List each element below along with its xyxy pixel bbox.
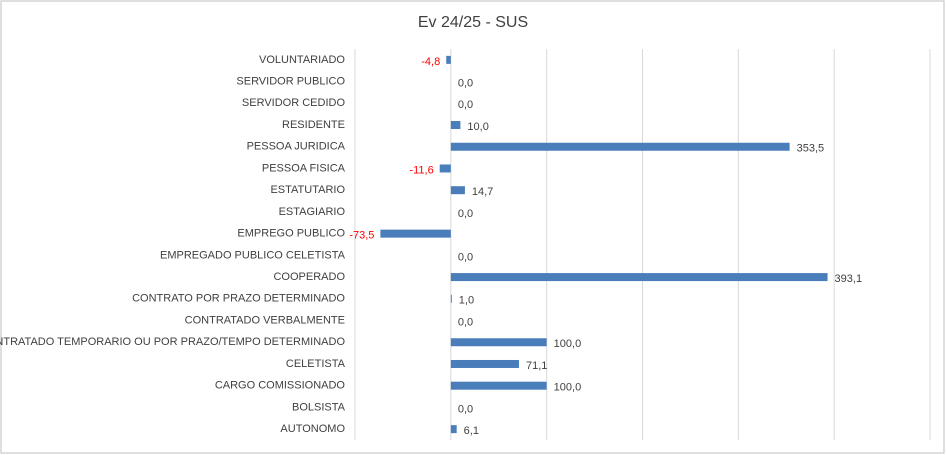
data-label: 0,0 <box>458 208 473 220</box>
chart-title: Ev 24/25 - SUS <box>418 14 528 31</box>
bar <box>439 164 451 173</box>
bar <box>380 229 451 238</box>
y-tick-label: CONTRATADO TEMPORARIO OU POR PRAZO/TEMPO… <box>0 336 345 348</box>
bar <box>450 381 547 390</box>
bar <box>450 273 828 282</box>
data-label: -73,5 <box>349 230 374 242</box>
data-label: 10,0 <box>467 121 488 133</box>
y-tick-label: AUTONOMO <box>280 423 345 435</box>
y-tick-label: BOLSISTA <box>292 401 346 413</box>
data-label: 353,5 <box>797 143 825 155</box>
y-tick-label: SERVIDOR CEDIDO <box>242 97 346 109</box>
data-label: 393,1 <box>835 273 863 285</box>
y-tick-label: CELETISTA <box>286 358 346 370</box>
data-label: 100,0 <box>554 382 582 394</box>
data-label: 1,0 <box>459 295 474 307</box>
y-tick-label: ESTAGIARIO <box>279 206 346 218</box>
y-tick-label: SERVIDOR PUBLICO <box>236 75 345 87</box>
data-label: -4,8 <box>421 56 440 68</box>
data-label: 14,7 <box>472 186 493 198</box>
bar <box>450 142 790 151</box>
data-label: 0,0 <box>458 316 473 328</box>
y-tick-label: RESIDENTE <box>282 119 345 131</box>
y-tick-label: PESSOA FISICA <box>262 162 346 174</box>
data-label: 71,1 <box>526 360 547 372</box>
bar <box>450 338 547 347</box>
data-label: 0,0 <box>458 251 473 263</box>
data-label: 0,0 <box>458 77 473 89</box>
y-tick-label: CONTRATADO VERBALMENTE <box>185 314 345 326</box>
y-tick-label: EMPREGO PUBLICO <box>237 228 345 240</box>
bar <box>450 425 457 434</box>
y-tick-label: CARGO COMISSIONADO <box>215 380 346 392</box>
y-tick-label: COOPERADO <box>273 271 345 283</box>
y-tick-label: PESSOA JURIDICA <box>247 141 346 153</box>
data-label: 0,0 <box>458 403 473 415</box>
bar <box>450 294 452 303</box>
y-tick-label: CONTRATO POR PRAZO DETERMINADO <box>132 293 345 305</box>
data-label: 6,1 <box>464 425 479 437</box>
y-tick-label: ESTATUTARIO <box>270 184 345 196</box>
bar <box>450 121 461 130</box>
data-label: 0,0 <box>458 99 473 111</box>
y-tick-label: EMPREGADO PUBLICO CELETISTA <box>160 249 346 261</box>
bar <box>450 186 465 195</box>
data-label: -11,6 <box>409 164 433 176</box>
bar <box>450 359 519 368</box>
bar <box>446 55 451 64</box>
data-label: 100,0 <box>554 338 582 350</box>
y-tick-label: VOLUNTARIADO <box>259 54 345 66</box>
